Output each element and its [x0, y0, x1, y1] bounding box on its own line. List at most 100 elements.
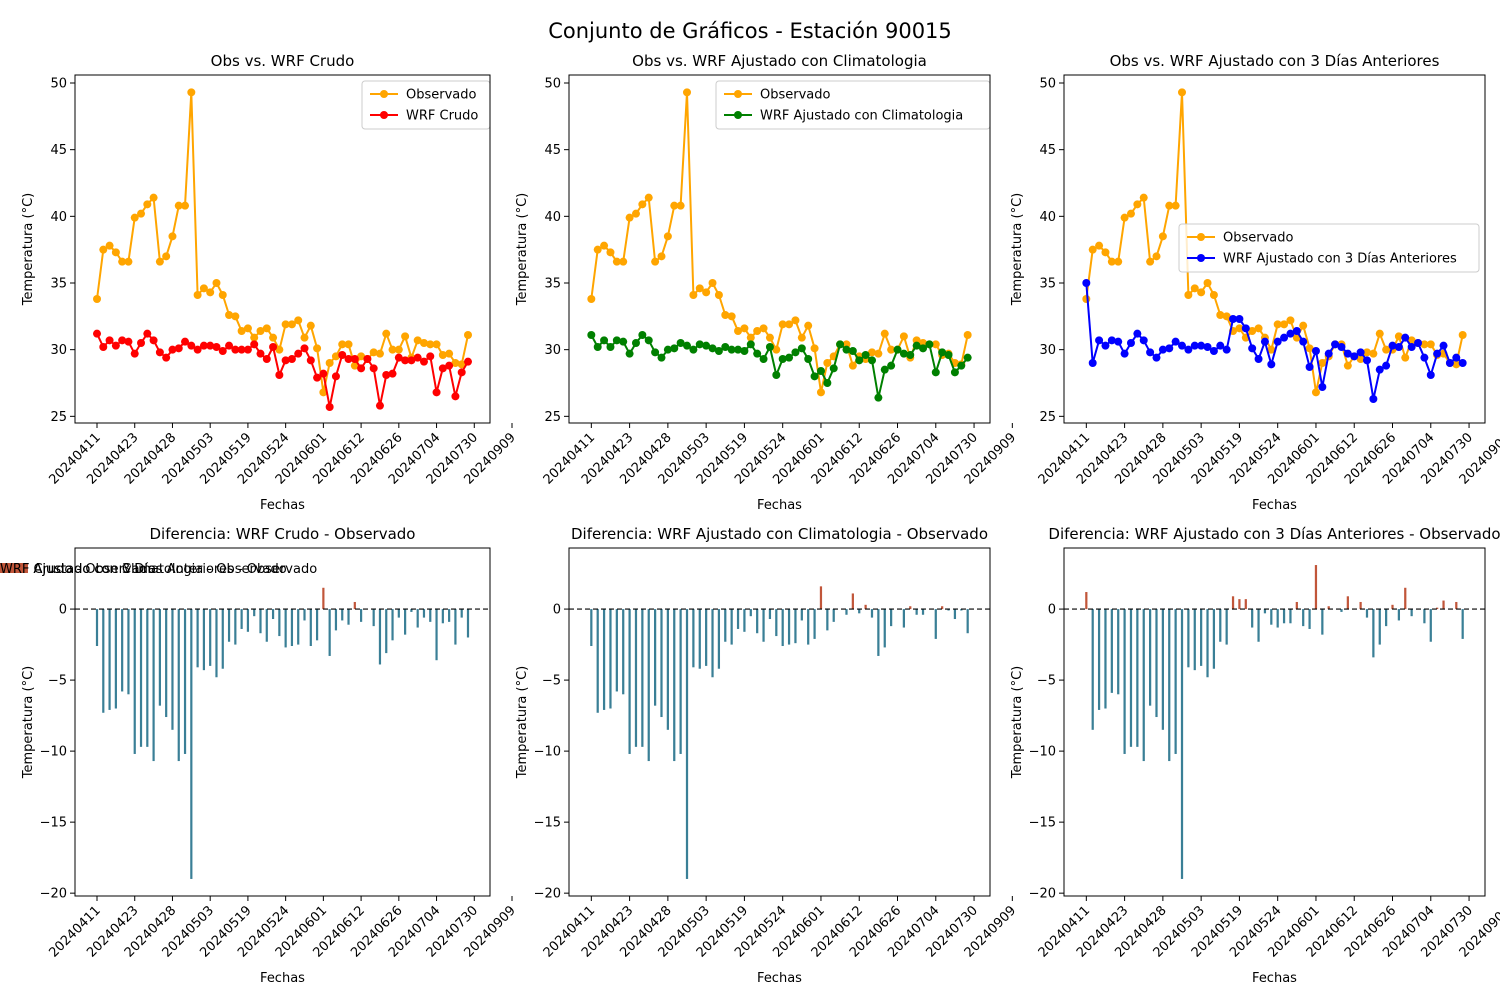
data-point [357, 352, 366, 361]
data-point [281, 320, 290, 329]
bar [297, 609, 300, 645]
data-point [714, 347, 723, 355]
bar [705, 609, 708, 666]
data-point [331, 352, 340, 361]
data-point [262, 355, 271, 363]
y-tick-label: 35 [544, 277, 561, 292]
data-point [1311, 347, 1320, 355]
data-point [294, 316, 303, 325]
data-point [631, 209, 640, 218]
legend-label: Observado [406, 88, 477, 103]
data-point [1158, 232, 1167, 241]
data-point [118, 336, 127, 345]
data-point [587, 331, 596, 339]
data-point [174, 344, 183, 353]
data-point [174, 201, 183, 210]
data-point [344, 355, 353, 363]
legend-label: Observado [760, 88, 831, 103]
data-point [243, 324, 252, 333]
data-point [231, 312, 240, 321]
bar [1314, 565, 1318, 610]
data-point [1184, 345, 1193, 354]
data-point [746, 333, 755, 342]
bar [666, 609, 669, 730]
data-point [1082, 295, 1091, 303]
data-point [893, 345, 902, 354]
bar [1423, 609, 1426, 624]
legend-label: Observado [1223, 231, 1294, 246]
data-point [1197, 341, 1206, 350]
bar [108, 609, 111, 710]
data-point [625, 349, 634, 358]
data-point [1203, 343, 1212, 351]
data-point [388, 369, 397, 378]
data-point [810, 344, 819, 353]
bar [435, 609, 438, 661]
bar [1136, 609, 1139, 747]
data-point [867, 356, 876, 365]
panel-title: Diferencia: WRF Ajustado con 3 Días Ante… [1048, 525, 1500, 543]
bar [448, 609, 451, 622]
data-point [1292, 327, 1301, 335]
data-point [1356, 355, 1365, 363]
data-point [721, 311, 730, 319]
data-point [1260, 337, 1269, 346]
bar [1321, 609, 1324, 635]
bar [385, 609, 388, 654]
bar [133, 609, 136, 754]
data-point [250, 340, 259, 349]
data-point [231, 345, 240, 354]
y-tick-label: 0 [59, 603, 67, 618]
data-point [1445, 359, 1454, 367]
bar [864, 604, 867, 610]
data-point [1286, 316, 1295, 325]
bar [845, 609, 848, 615]
data-point [1114, 257, 1123, 266]
data-point [313, 373, 322, 382]
bar [1123, 609, 1126, 754]
data-point [300, 333, 309, 342]
data-point [1095, 241, 1104, 250]
data-point [651, 257, 660, 266]
data-point [702, 341, 711, 350]
panel-6: Diferencia: WRF Ajustado con 3 Días Ante… [0, 525, 1500, 986]
y-axis-label: Temperatura (°C) [1010, 666, 1025, 779]
bar [724, 609, 727, 642]
data-point [950, 368, 959, 377]
data-point [1126, 339, 1135, 347]
data-point [1203, 279, 1212, 287]
data-point [625, 213, 634, 222]
y-axis-label: Temperatura (°C) [515, 193, 530, 306]
series-line-wrf [96, 332, 469, 408]
data-point [600, 241, 609, 250]
y-tick-label: 0 [1048, 603, 1056, 618]
data-point [181, 337, 190, 346]
data-point [193, 345, 202, 354]
legend: Observado WRF Ajustado con 3 Días Anterio… [1178, 223, 1480, 273]
data-point [463, 357, 472, 366]
data-point [778, 320, 787, 329]
bar [921, 609, 925, 615]
data-point [772, 371, 781, 379]
bar [1404, 587, 1407, 610]
bar [1397, 609, 1401, 621]
data-point [1356, 348, 1365, 357]
bar [1372, 609, 1375, 658]
data-point [1235, 324, 1244, 333]
data-point [1241, 324, 1250, 333]
bar [1359, 601, 1362, 610]
data-point [1133, 329, 1142, 338]
bar [102, 609, 105, 713]
bar [653, 609, 657, 706]
data-point [1139, 193, 1148, 202]
data-point [874, 349, 883, 358]
data-point [638, 331, 647, 339]
data-point [168, 232, 177, 241]
y-tick-label: −15 [40, 816, 67, 831]
bar [685, 609, 689, 879]
bar [858, 609, 861, 614]
y-tick-label: 40 [544, 210, 561, 225]
data-point [445, 361, 454, 370]
data-point [1267, 360, 1276, 369]
bar [679, 609, 682, 754]
